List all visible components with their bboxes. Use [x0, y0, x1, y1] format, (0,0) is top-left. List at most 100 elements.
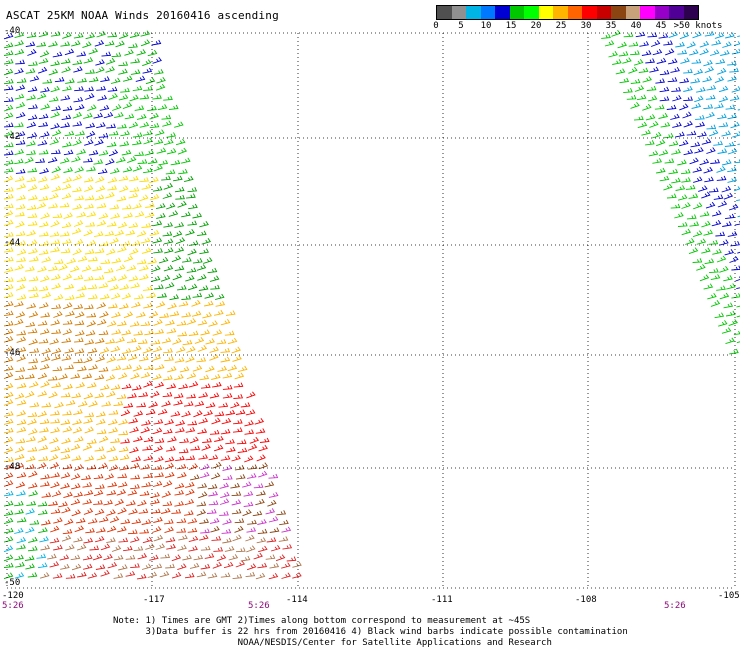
wind-barb — [118, 481, 128, 488]
wind-barb — [630, 50, 640, 56]
wind-barb — [127, 529, 138, 535]
wind-barb — [200, 329, 211, 336]
wind-barb — [701, 247, 711, 254]
legend-swatch — [553, 6, 568, 19]
wind-barb — [618, 51, 629, 57]
lat-label: -46 — [4, 348, 21, 358]
legend-swatch — [625, 6, 640, 19]
wind-barb — [174, 374, 184, 381]
wind-barb — [142, 346, 153, 354]
wind-barb — [27, 418, 37, 426]
wind-barb — [601, 33, 611, 39]
wind-barb — [71, 455, 82, 461]
wind-barb — [14, 572, 25, 579]
legend-swatch — [596, 6, 611, 19]
wind-barb — [158, 159, 169, 166]
wind-barb — [119, 303, 129, 310]
wind-barb — [97, 168, 108, 175]
wind-barb — [15, 367, 26, 373]
wind-barb — [27, 239, 38, 247]
wind-barb — [120, 130, 130, 137]
wind-barb — [163, 222, 173, 228]
wind-barb — [14, 527, 24, 534]
wind-barb — [25, 68, 36, 74]
wind-barb — [125, 570, 136, 577]
wind-barb — [88, 76, 99, 83]
wind-barb — [268, 572, 279, 580]
wind-barb — [256, 454, 266, 462]
wind-barb — [37, 265, 47, 273]
wind-barb — [61, 58, 71, 64]
wind-barb — [266, 537, 277, 543]
wind-barb — [107, 276, 117, 283]
wind-barb — [111, 52, 122, 58]
wind-barb — [281, 572, 291, 579]
wind-barb — [703, 166, 713, 174]
wind-barb — [257, 528, 268, 535]
wind-barb — [703, 229, 714, 236]
wind-barb — [220, 356, 231, 363]
wind-barb — [15, 139, 26, 145]
wind-barb — [161, 114, 172, 120]
wind-barb — [209, 353, 219, 361]
wind-barb — [81, 474, 91, 481]
wind-barb — [128, 508, 138, 515]
wind-barb — [695, 121, 706, 128]
wind-barb — [634, 115, 644, 121]
wind-barb — [51, 347, 62, 355]
wind-barb — [153, 248, 163, 254]
wind-barb — [74, 348, 85, 354]
wind-barb — [27, 184, 38, 192]
wind-barb — [84, 195, 95, 201]
wind-barb — [94, 392, 105, 399]
wind-barb — [626, 94, 637, 100]
wind-barb — [75, 130, 85, 136]
wind-barb — [73, 303, 84, 310]
wind-barb — [3, 292, 14, 299]
wind-barb — [214, 293, 225, 300]
wind-barb — [688, 247, 699, 255]
wind-barb — [25, 41, 36, 48]
wind-barb — [85, 330, 96, 336]
wind-barb — [48, 265, 58, 272]
wind-barb — [60, 94, 71, 101]
wind-barb — [99, 347, 110, 354]
wind-barb — [15, 175, 25, 182]
wind-barb — [188, 330, 199, 336]
wind-barb — [3, 150, 14, 156]
wind-barb — [151, 39, 162, 46]
wind-barb — [730, 241, 740, 247]
wind-barb — [166, 445, 176, 452]
wind-barb — [185, 427, 196, 433]
wind-barb — [15, 131, 26, 138]
wind-barb — [185, 229, 195, 236]
wind-barb — [175, 427, 185, 433]
wind-barb — [677, 194, 688, 201]
wind-barb — [265, 554, 276, 560]
wind-barb — [176, 346, 186, 353]
wind-barb — [3, 159, 14, 165]
wind-barb — [3, 480, 14, 487]
wind-barb — [129, 446, 139, 454]
footer-notes: Note: 1) Times are GMT 2)Times along bot… — [113, 616, 628, 649]
wind-barb — [143, 436, 154, 443]
wind-barb — [95, 484, 105, 490]
legend-swatch — [451, 6, 466, 19]
wind-barb — [63, 491, 73, 499]
wind-barb — [84, 176, 94, 183]
wind-barb — [140, 372, 151, 379]
wind-barb — [254, 418, 265, 425]
wind-barb — [220, 491, 230, 499]
wind-barb — [84, 275, 94, 281]
wind-barb — [715, 58, 726, 65]
wind-barb — [198, 454, 208, 460]
wind-barb — [169, 294, 180, 301]
wind-barb — [672, 94, 682, 102]
wind-barb — [60, 392, 71, 398]
wind-barb — [665, 48, 675, 56]
wind-barb — [152, 427, 163, 435]
wind-barb — [84, 139, 94, 146]
wind-barb — [148, 401, 159, 408]
wind-barb — [14, 93, 25, 100]
wind-barb — [131, 301, 141, 308]
